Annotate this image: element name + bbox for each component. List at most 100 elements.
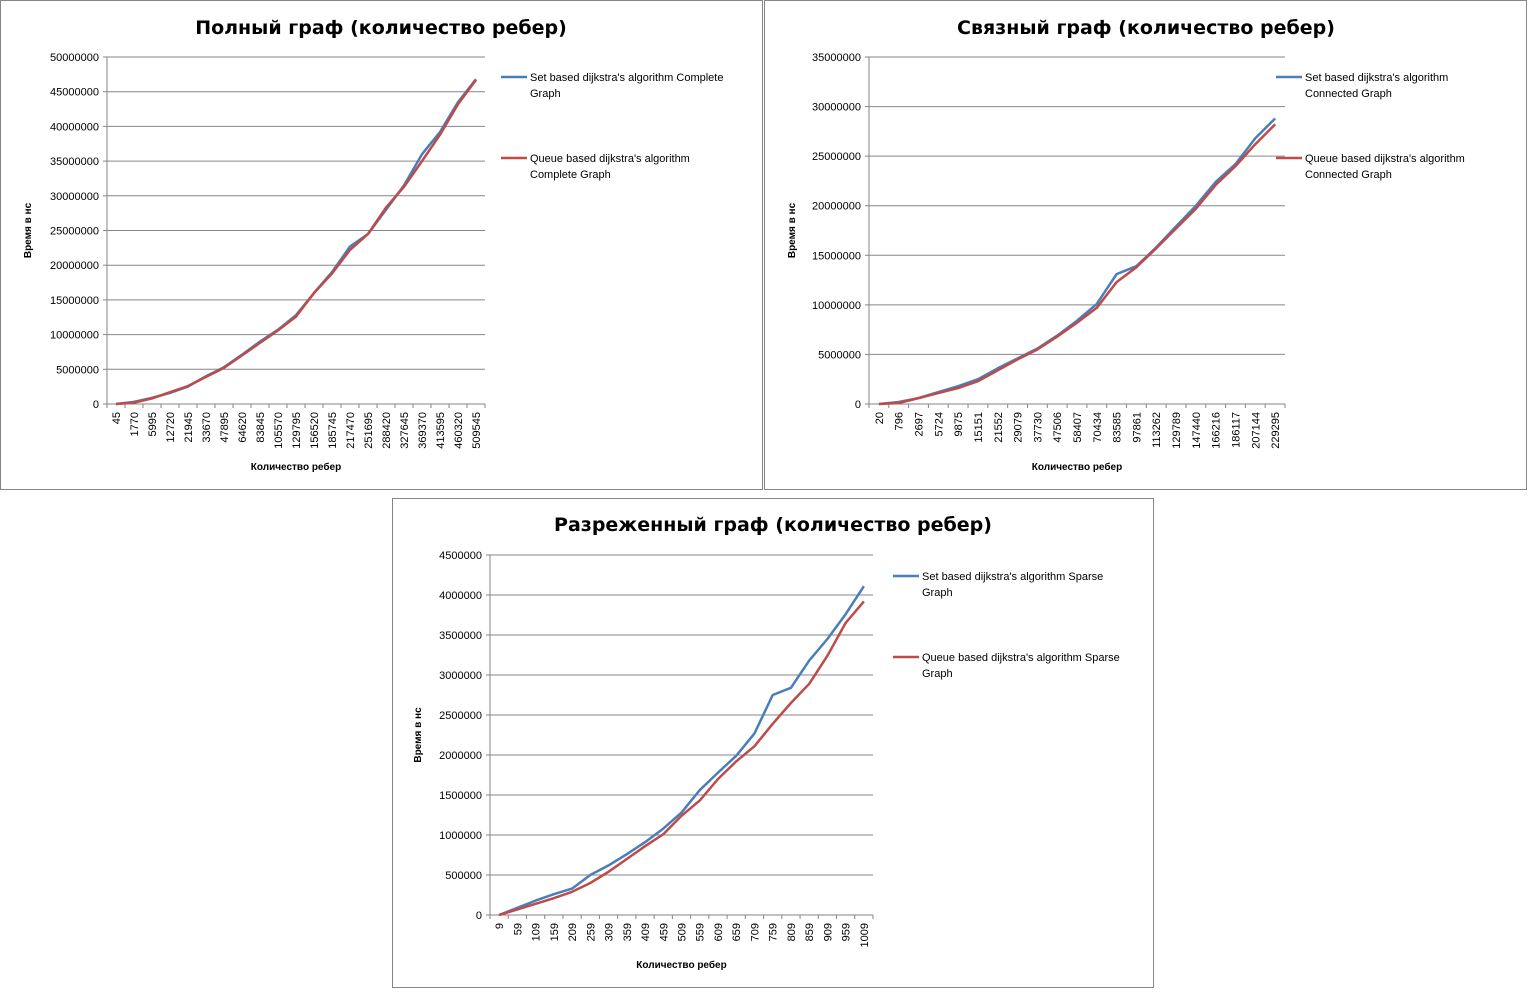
y-tick-label: 25000000: [50, 226, 99, 238]
y-tick-label: 3500000: [439, 630, 482, 642]
y-tick-label: 1000000: [439, 830, 482, 842]
series-line-queue-based: [498, 600, 865, 917]
x-tick-label: 1770: [129, 412, 141, 436]
y-tick-label: 1500000: [439, 790, 482, 802]
series-line-set-based: [115, 78, 477, 406]
x-tick-label: 1009: [859, 923, 871, 947]
x-tick-label: 796: [894, 412, 906, 430]
y-tick-label: 0: [855, 399, 861, 411]
x-tick-label: 460320: [453, 412, 465, 449]
x-tick-label: 105570: [273, 412, 285, 449]
y-tick-label: 40000000: [50, 121, 99, 133]
x-tick-label: 83845: [255, 412, 267, 443]
x-tick-label: 909: [822, 923, 834, 941]
x-tick-label: 459: [658, 923, 670, 941]
y-tick-label: 35000000: [50, 156, 99, 168]
x-axis-title: Количество ребер: [636, 959, 726, 971]
y-tick-label: 25000000: [812, 151, 861, 163]
x-tick-label: 559: [695, 923, 707, 941]
x-tick-label: 217470: [345, 412, 357, 449]
x-tick-label: 156520: [309, 412, 321, 449]
x-tick-label: 185745: [327, 412, 339, 449]
x-tick-label: 509: [677, 923, 689, 941]
y-tick-label: 0: [93, 399, 99, 411]
x-tick-label: 413595: [435, 412, 447, 449]
x-tick-label: 109: [531, 923, 543, 941]
series-line-queue-based: [115, 79, 478, 406]
x-tick-label: 759: [768, 923, 780, 941]
chart-connected-graph: Связный граф (количество ребер) 0 5000000 1…: [764, 0, 1527, 490]
x-tick-label: 15151: [973, 412, 985, 443]
y-tick-label: 10000000: [50, 330, 99, 342]
legend-entry: Queue based dijkstra's algorithm Sparse: [922, 652, 1120, 664]
x-tick-label: 147440: [1191, 412, 1203, 449]
x-tick-label: 97861: [1131, 412, 1143, 443]
y-tick-label: 30000000: [50, 191, 99, 203]
x-tick-label: 229295: [1270, 412, 1282, 449]
y-tick-label: 15000000: [50, 295, 99, 307]
x-tick-label: 509545: [471, 412, 483, 449]
y-axis-title: Время в нс: [23, 202, 34, 258]
legend-entry: Set based dijkstra's algorithm: [1305, 72, 1448, 84]
x-tick-label: 83585: [1112, 412, 1124, 443]
y-tick-label: 15000000: [812, 250, 861, 262]
y-tick-label: 35000000: [812, 52, 861, 64]
x-tick-label: 59: [512, 923, 524, 935]
legend-entry: Connected Graph: [1305, 169, 1392, 181]
x-tick-label: 809: [786, 923, 798, 941]
y-tick-label: 0: [476, 910, 482, 922]
y-tick-label: 20000000: [812, 201, 861, 213]
series-line-set-based: [498, 585, 865, 917]
legend-entry: Connected Graph: [1305, 88, 1392, 100]
x-tick-label: 5995: [147, 412, 159, 436]
x-tick-label: 959: [841, 923, 853, 941]
series-line-set-based: [878, 117, 1276, 406]
y-tick-label: 50000000: [50, 52, 99, 64]
y-tick-label: 10000000: [812, 300, 861, 312]
legend-entry: Set based dijkstra's algorithm Complete: [530, 72, 723, 84]
legend-entry: Queue based dijkstra's algorithm: [1305, 153, 1465, 165]
x-tick-label: 70434: [1092, 412, 1104, 443]
x-tick-label: 609: [713, 923, 725, 941]
y-axis-title: Время в нс: [787, 202, 798, 258]
x-axis-title: Количество ребер: [251, 461, 341, 473]
x-tick-label: 166216: [1211, 412, 1223, 449]
x-tick-label: 64620: [237, 412, 249, 443]
legend-entry: Set based dijkstra's algorithm Sparse: [922, 571, 1103, 583]
y-tick-label: 5000000: [56, 364, 99, 376]
x-tick-label: 5724: [933, 412, 945, 436]
x-tick-label: 113262: [1151, 412, 1163, 448]
y-tick-label: 30000000: [812, 102, 861, 114]
chart-title: Связный граф (количество ребер): [957, 17, 1335, 39]
legend-entry: Graph: [922, 587, 953, 599]
chart-sparse-graph: Разреженный граф (количество ребер) 0 5000…: [392, 498, 1154, 988]
y-tick-label: 500000: [445, 870, 482, 882]
x-tick-label: 37730: [1032, 412, 1044, 443]
x-axis-title: Количество ребер: [1032, 461, 1122, 473]
x-tick-label: 29079: [1013, 412, 1025, 443]
x-tick-label: 9: [494, 923, 506, 929]
x-tick-label: 2697: [914, 412, 926, 436]
chart-complete-graph: Полный граф (количество ребер) 0 5000000 10…: [0, 0, 763, 490]
x-tick-label: 47895: [219, 412, 231, 443]
x-tick-label: 33670: [201, 412, 213, 443]
legend-entry: Complete Graph: [530, 169, 611, 181]
x-tick-label: 288420: [381, 412, 393, 449]
y-tick-label: 4000000: [439, 590, 482, 602]
x-tick-label: 186117: [1230, 412, 1242, 448]
y-tick-label: 5000000: [818, 349, 861, 361]
y-tick-label: 2500000: [439, 710, 482, 722]
legend-entry: Graph: [530, 88, 561, 100]
y-tick-label: 45000000: [50, 87, 99, 99]
chart-sparse-graph-svg: Разреженный граф (количество ребер) 0 5000…: [413, 514, 1120, 971]
chart-title: Разреженный граф (количество ребер): [554, 514, 992, 536]
x-tick-label: 58407: [1072, 412, 1084, 443]
x-tick-label: 859: [804, 923, 816, 941]
x-tick-label: 359: [622, 923, 634, 941]
chart-title: Полный граф (количество ребер): [195, 17, 567, 39]
x-tick-label: 47506: [1052, 412, 1064, 443]
x-tick-label: 207144: [1250, 412, 1262, 449]
legend-entry: Graph: [922, 668, 953, 680]
x-tick-label: 45: [111, 412, 123, 424]
x-tick-label: 709: [749, 923, 761, 941]
